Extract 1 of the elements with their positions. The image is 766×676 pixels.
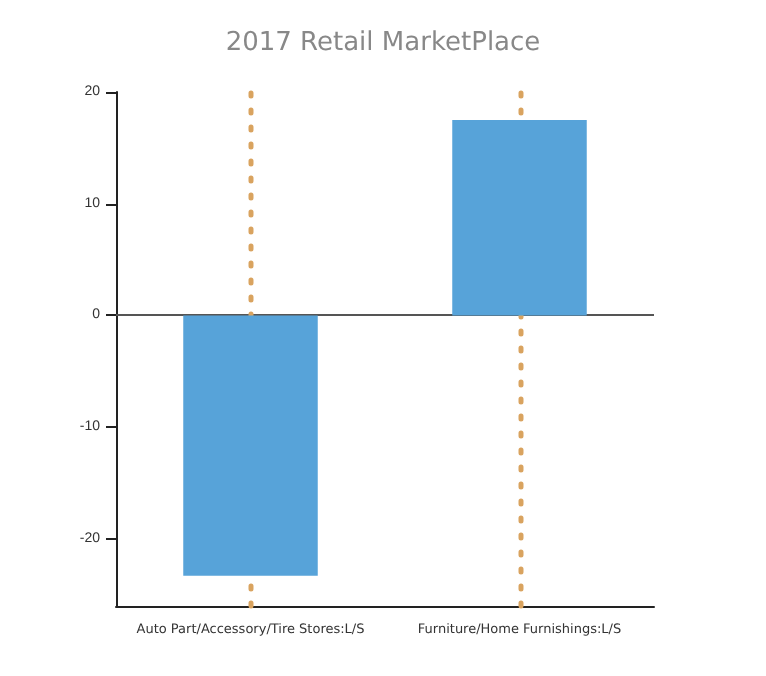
chart-title: 2017 Retail MarketPlace xyxy=(225,28,541,58)
